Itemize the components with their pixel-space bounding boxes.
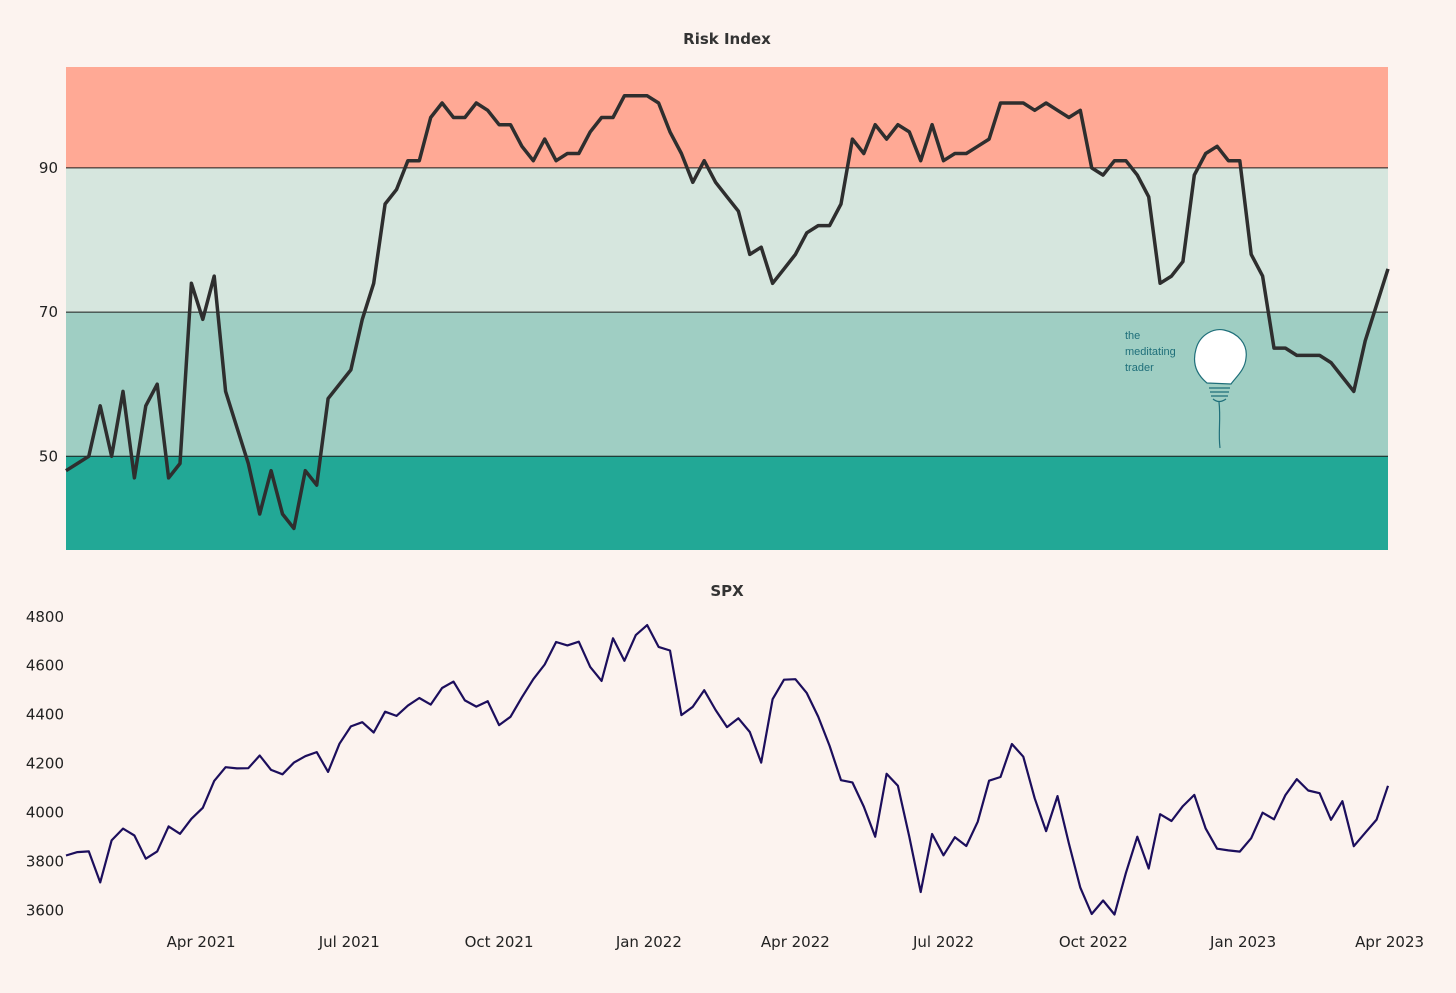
spx-panel: 3600 3800 4000 4200 4400 4600 4800 Apr 2021 Jul… <box>26 582 1424 951</box>
x-tick-label: Jul 2022 <box>912 933 974 951</box>
x-tick-label: Apr 2023 <box>1355 933 1424 951</box>
spx-y-tick-label: 3800 <box>26 852 64 870</box>
x-tick-label: Oct 2021 <box>465 933 534 951</box>
risk-index-line <box>65 94 1390 531</box>
risk-band-2 <box>66 312 1388 457</box>
spx-y-tick-label: 3600 <box>26 901 64 919</box>
spx-y-tick-label: 4600 <box>26 657 64 675</box>
spx-x-axis: Apr 2021 Jul 2021 Oct 2021 Jan 2022 Apr 2022… <box>167 933 1424 951</box>
risk-y-tick-label: 50 <box>39 447 58 465</box>
x-tick-label: Jul 2021 <box>318 933 380 951</box>
spx-line <box>65 624 1390 916</box>
x-tick-label: Jan 2022 <box>615 933 682 951</box>
logo-text-line-2: meditating <box>1125 346 1176 358</box>
risk-band-0 <box>66 67 1388 168</box>
risk-band-1 <box>66 167 1388 313</box>
risk-y-axis: 50 70 90 <box>39 159 58 465</box>
risk-bands <box>66 67 1388 550</box>
logo-text-line-1: the <box>1125 330 1140 342</box>
lightbulb-icon <box>1193 329 1247 449</box>
x-tick-label: Jan 2023 <box>1209 933 1276 951</box>
risk-threshold-lines <box>66 167 1388 457</box>
x-tick-label: Oct 2022 <box>1059 933 1128 951</box>
risk-index-panel: 50 70 90 Risk Index <box>39 30 1390 550</box>
spx-y-axis: 3600 3800 4000 4200 4400 4600 4800 <box>26 608 64 920</box>
spx-y-tick-label: 4200 <box>26 755 64 773</box>
logo-text-line-3: trader <box>1125 362 1154 374</box>
spx-y-tick-label: 4800 <box>26 608 64 626</box>
meditating-trader-logo: the meditating trader <box>1125 329 1247 449</box>
spx-title: SPX <box>710 582 744 600</box>
spx-y-tick-label: 4400 <box>26 706 64 724</box>
risk-band-3 <box>66 456 1388 550</box>
x-tick-label: Apr 2022 <box>761 933 830 951</box>
risk-y-tick-label: 90 <box>39 159 58 177</box>
risk-index-title: Risk Index <box>683 30 771 48</box>
risk-y-tick-label: 70 <box>39 303 58 321</box>
spx-y-tick-label: 4000 <box>26 803 64 821</box>
x-tick-label: Apr 2021 <box>167 933 236 951</box>
